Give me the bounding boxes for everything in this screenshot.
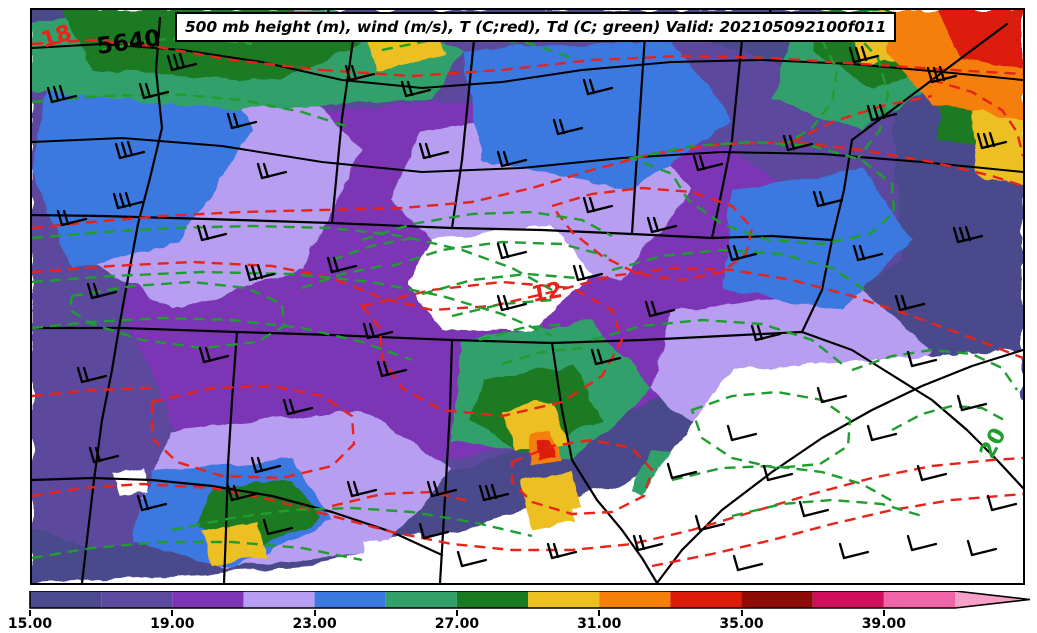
colorbar-segment	[883, 591, 955, 608]
colorbar-tick	[171, 610, 174, 616]
colorbar-segment	[30, 591, 102, 608]
colorbar-segment	[385, 591, 457, 608]
colorbar-tick-label: 23.00	[292, 616, 337, 632]
colorbar-tick	[598, 610, 601, 616]
colorbar: 15.00 19.00 23.00 27.00 31.00 35.00 39.00	[0, 591, 1037, 633]
colorbar-swatches	[29, 591, 1031, 609]
colorbar-segment	[670, 591, 742, 608]
wind-barbs	[46, 10, 1018, 572]
colorbar-segment	[101, 591, 173, 608]
colorbar-tick-label: 39.00	[861, 616, 906, 632]
colorbar-tick-label: 35.00	[719, 616, 764, 632]
state-borders	[32, 16, 1023, 583]
map-panel: 5640 18 12 20	[30, 8, 1025, 585]
colorbar-extend-arrow	[955, 591, 1030, 608]
colorbar-tick	[455, 610, 458, 616]
colorbar-tick-label: 15.00	[7, 616, 53, 632]
colorbar-outline	[29, 591, 1031, 609]
colorbar-ticks	[0, 610, 1037, 616]
colorbar-segment	[528, 591, 600, 608]
colorbar-segment	[314, 591, 386, 608]
contour-label-temperature-12: 12	[530, 278, 565, 308]
colorbar-labels: 15.00 19.00 23.00 27.00 31.00 35.00 39.00	[0, 616, 1037, 633]
colorbar-tick-label: 19.00	[150, 616, 195, 632]
chart-title-box: 500 mb height (m), wind (m/s), T (C;red)…	[175, 12, 897, 42]
map-svg: 5640 18 12 20	[32, 10, 1023, 583]
colorbar-tick	[740, 610, 743, 616]
colorbar-segment	[812, 591, 884, 608]
colorbar-segment	[741, 591, 813, 608]
colorbar-tick	[882, 610, 885, 616]
page-title: 500 mb height (m), wind (m/s), T (C;red)…	[185, 18, 887, 36]
colorbar-tick-label: 27.00	[434, 616, 480, 632]
colorbar-segment	[456, 591, 529, 608]
colorbar-segment	[243, 591, 315, 608]
colorbar-tick	[29, 610, 31, 616]
colorbar-tick	[313, 610, 316, 616]
colorbar-tick-label: 31.00	[577, 616, 622, 632]
colorbar-segment	[172, 591, 244, 608]
colorbar-segment	[599, 591, 671, 608]
